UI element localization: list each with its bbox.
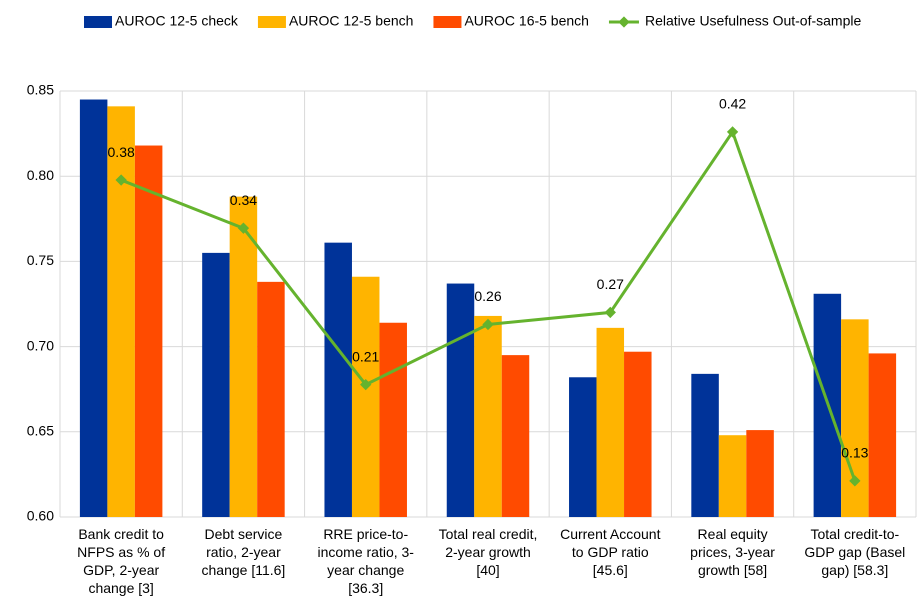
x-tick-label: Current Account to GDP ratio [45.6] xyxy=(560,526,660,578)
bar xyxy=(691,373,719,517)
legend-swatch xyxy=(433,16,462,28)
y-tick-label: 0.85 xyxy=(27,82,54,98)
bar xyxy=(596,327,625,517)
legend-label: AUROC 12-5 bench xyxy=(289,13,414,29)
y-tick-label: 0.80 xyxy=(27,167,54,183)
bar xyxy=(107,106,135,517)
data-label: 0.27 xyxy=(597,276,624,292)
data-label: 0.38 xyxy=(108,144,135,160)
y-tick-label: 0.70 xyxy=(27,337,54,353)
data-label: 0.21 xyxy=(352,348,379,364)
bar xyxy=(379,322,407,517)
x-tick-label: Total credit-to-GDP gap (Basel gap) [58.3… xyxy=(804,526,905,578)
bar xyxy=(202,252,230,517)
y-tick-label: 0.60 xyxy=(27,508,54,524)
legend-label: AUROC 16-5 bench xyxy=(464,13,589,29)
bar xyxy=(501,355,530,517)
x-tick-label: Total real credit, 2-year growth [40] xyxy=(439,526,538,578)
y-tick-label: 0.65 xyxy=(27,423,54,439)
data-label: 0.34 xyxy=(230,192,257,208)
legend-item: AUROC 16-5 bench xyxy=(433,13,589,29)
bar xyxy=(79,99,108,518)
data-label: 0.26 xyxy=(474,288,501,304)
bar xyxy=(324,242,352,517)
line-marker xyxy=(604,306,616,319)
legend-item: Relative Usefulness Out-of-sample xyxy=(608,13,862,29)
line-marker xyxy=(360,378,372,391)
legend-item: AUROC 12-5 bench xyxy=(257,13,414,29)
legend-swatch xyxy=(84,16,112,28)
bar xyxy=(351,276,380,517)
line-marker xyxy=(237,222,250,234)
legend-label: AUROC 12-5 check xyxy=(115,13,239,29)
bar xyxy=(868,353,897,517)
legend-label: Relative Usefulness Out-of-sample xyxy=(645,13,862,29)
x-tick-label: Bank credit to NFPS as % of GDP, 2-year cha… xyxy=(77,526,165,596)
x-tick-label: Debt service ratio, 2-year change [11.6] xyxy=(202,526,286,578)
legend-swatch xyxy=(257,16,286,28)
line-marker xyxy=(849,475,861,487)
bar xyxy=(474,315,502,517)
x-tick-label: RRE price-to-income ratio, 3-year change… xyxy=(317,526,414,596)
y-tick-label: 0.75 xyxy=(27,252,54,268)
bar xyxy=(841,319,869,517)
legend-swatch xyxy=(618,16,630,28)
bar xyxy=(718,435,747,517)
data-label: 0.13 xyxy=(841,445,868,461)
line-marker xyxy=(482,318,494,331)
x-tick-label: Real equity prices, 3-year growth [58] xyxy=(690,526,775,578)
data-label: 0.42 xyxy=(719,96,746,112)
legend-item: AUROC 12-5 check xyxy=(84,13,239,29)
bar xyxy=(257,281,285,517)
bar xyxy=(624,351,652,517)
bar xyxy=(569,377,597,517)
bar xyxy=(746,430,774,517)
bar xyxy=(446,283,475,517)
bar xyxy=(229,196,258,517)
bar xyxy=(134,145,163,517)
